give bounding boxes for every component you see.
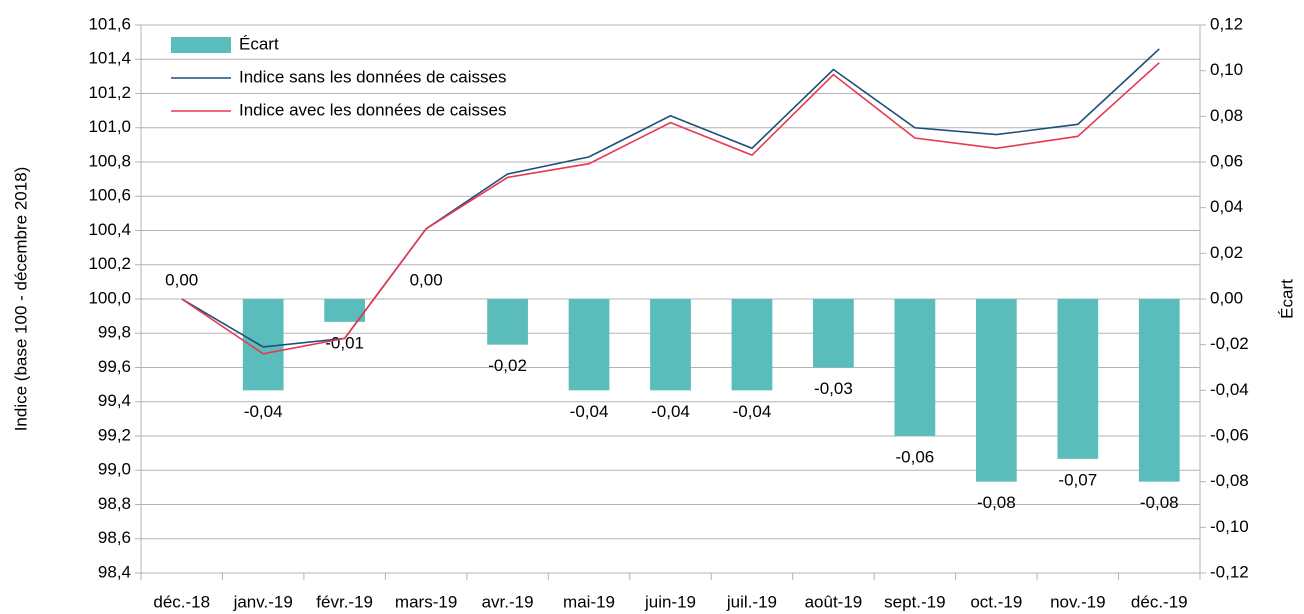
legend-label: Indice avec les données de caisses (239, 100, 506, 119)
data-label: 0,00 (165, 270, 198, 289)
bar (731, 299, 773, 391)
bar (487, 299, 528, 345)
x-tick-label: avr.-19 (482, 592, 534, 611)
y-tick-label: 101,4 (88, 49, 131, 68)
y2-tick-label: -0,12 (1210, 562, 1249, 581)
data-label: 0,00 (410, 270, 443, 289)
data-label: -0,01 (325, 333, 364, 352)
y2-tick-label: 0,06 (1210, 151, 1243, 170)
y-tick-label: 100,8 (88, 151, 131, 170)
line (181, 62, 1160, 355)
x-tick-label: févr.-19 (316, 592, 373, 611)
y-tick-label: 99,2 (98, 425, 131, 444)
y-tick-label: 100,4 (88, 220, 131, 239)
legend-label: Écart (239, 34, 279, 53)
data-label: -0,06 (896, 447, 935, 466)
bar (1057, 299, 1099, 459)
y2-tick-label: -0,06 (1210, 425, 1249, 444)
y2-tick-label: -0,08 (1210, 471, 1249, 490)
x-tick-label: juil.-19 (726, 592, 777, 611)
legend-label: Indice sans les données de caisses (239, 67, 506, 86)
y-tick-label: 98,8 (98, 494, 131, 513)
data-label: -0,04 (244, 402, 283, 421)
y2-tick-label: 0,00 (1210, 288, 1243, 307)
bar (324, 299, 366, 322)
y-tick-label: 99,8 (98, 323, 131, 342)
data-label: -0,03 (814, 379, 853, 398)
data-label: -0,04 (651, 402, 690, 421)
x-tick-label: déc.-18 (153, 592, 210, 611)
bar (1138, 299, 1180, 482)
bar (813, 299, 854, 368)
y-tick-label: 101,0 (88, 117, 131, 136)
y-tick-label: 100,2 (88, 254, 131, 273)
x-tick-label: déc.-19 (1131, 592, 1188, 611)
x-tick-label: sept.-19 (884, 592, 945, 611)
y-axis-title: Indice (base 100 - décembre 2018) (11, 167, 30, 432)
y-tick-label: 100,0 (88, 288, 131, 307)
data-label: -0,04 (733, 402, 772, 421)
x-tick-label: mai-19 (563, 592, 615, 611)
y-tick-label: 98,6 (98, 528, 131, 547)
data-label: -0,02 (488, 356, 527, 375)
data-label: -0,07 (1058, 470, 1097, 489)
x-tick-label: mars-19 (395, 592, 457, 611)
x-tick-label: août-19 (805, 592, 863, 611)
y-tick-label: 101,2 (88, 83, 131, 102)
x-tick-label: oct.-19 (970, 592, 1022, 611)
data-label: -0,04 (570, 402, 609, 421)
y2-axis-title: Écart (1277, 279, 1296, 319)
y2-tick-label: 0,02 (1210, 243, 1243, 262)
x-tick-label: janv.-19 (233, 592, 293, 611)
y-tick-label: 99,4 (98, 391, 131, 410)
y2-tick-label: 0,04 (1210, 197, 1243, 216)
bar (650, 299, 691, 391)
x-tick-label: nov.-19 (1050, 592, 1105, 611)
y2-tick-label: 0,10 (1210, 60, 1243, 79)
y2-tick-label: 0,08 (1210, 106, 1243, 125)
bar (568, 299, 610, 391)
legend-swatch (171, 37, 231, 53)
x-tick-label: juin-19 (644, 592, 696, 611)
y-tick-label: 99,6 (98, 357, 131, 376)
data-label: -0,08 (977, 493, 1016, 512)
y-tick-label: 100,6 (88, 186, 131, 205)
y2-tick-label: -0,02 (1210, 334, 1249, 353)
y-tick-label: 101,6 (88, 14, 131, 33)
y-tick-label: 98,4 (98, 562, 131, 581)
y2-tick-label: -0,04 (1210, 380, 1249, 399)
y-tick-label: 99,0 (98, 460, 131, 479)
data-label: -0,08 (1140, 493, 1179, 512)
bar (894, 299, 936, 436)
bar (975, 299, 1017, 482)
y2-tick-label: 0,12 (1210, 14, 1243, 33)
y2-tick-label: -0,10 (1210, 517, 1249, 536)
